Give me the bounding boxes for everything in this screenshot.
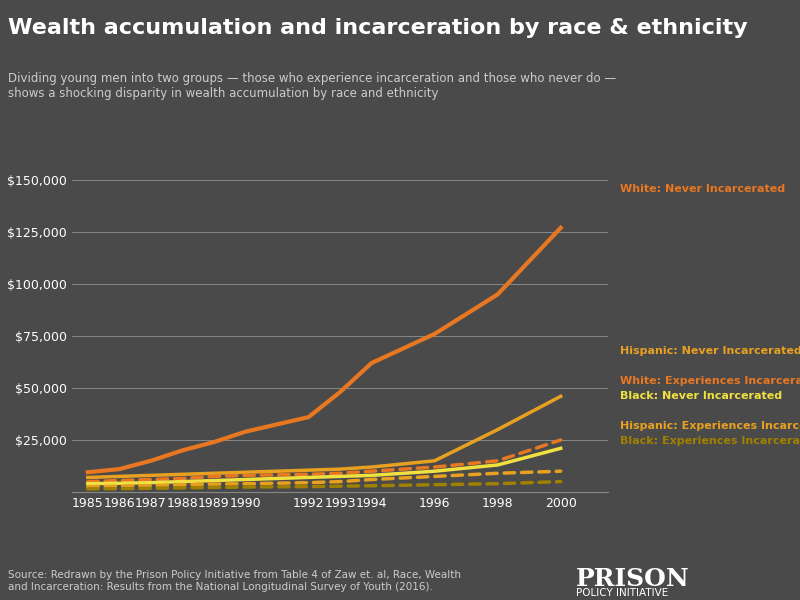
Text: Source: Redrawn by the Prison Policy Initiative from Table 4 of Zaw et. al, Race: Source: Redrawn by the Prison Policy Ini… xyxy=(8,570,461,592)
Text: Black: Never Incarcerated: Black: Never Incarcerated xyxy=(620,391,782,401)
Text: Hispanic: Never Incarcerated: Hispanic: Never Incarcerated xyxy=(620,346,800,356)
Text: Wealth accumulation and incarceration by race & ethnicity: Wealth accumulation and incarceration by… xyxy=(8,18,748,38)
Text: White: Experiences Incarceration: White: Experiences Incarceration xyxy=(620,376,800,386)
Text: POLICY INITIATIVE: POLICY INITIATIVE xyxy=(576,588,668,598)
Text: Dividing young men into two groups — those who experience incarceration and thos: Dividing young men into two groups — tho… xyxy=(8,72,616,100)
Text: Black: Experiences Incarceration: Black: Experiences Incarceration xyxy=(620,436,800,446)
Text: White: Never Incarcerated: White: Never Incarcerated xyxy=(620,184,785,194)
Text: Hispanic: Experiences Incarceration: Hispanic: Experiences Incarceration xyxy=(620,421,800,431)
Text: PRISON: PRISON xyxy=(576,567,690,591)
